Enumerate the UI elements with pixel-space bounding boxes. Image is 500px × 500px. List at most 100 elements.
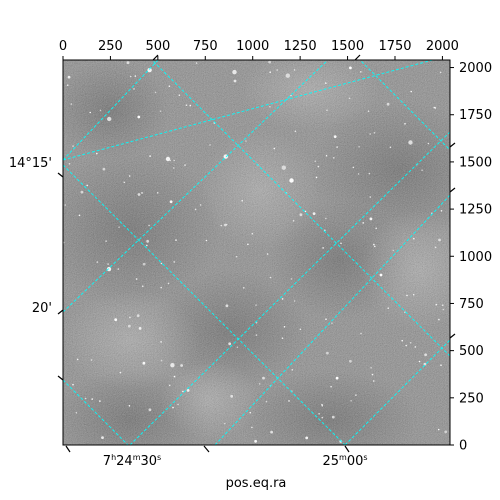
star [367, 110, 370, 112]
x-tick-label: 500 [145, 39, 170, 54]
star [362, 222, 365, 224]
world-axis-ticks [57, 54, 456, 453]
star [137, 193, 141, 196]
star [352, 166, 355, 169]
star [173, 167, 175, 169]
world-tick-mark [449, 187, 456, 193]
star [160, 341, 162, 343]
star [373, 132, 376, 134]
star [133, 88, 135, 90]
star [138, 327, 142, 330]
star [114, 318, 118, 322]
star [349, 359, 352, 363]
star [99, 109, 102, 112]
star [168, 85, 171, 87]
world-tick-mark [354, 54, 361, 61]
star [142, 262, 146, 266]
star [128, 175, 131, 177]
star [434, 246, 437, 249]
star [265, 400, 268, 403]
star [64, 204, 67, 206]
star [401, 339, 404, 342]
star [404, 311, 406, 314]
star [148, 224, 150, 227]
star [142, 285, 144, 288]
star [321, 405, 324, 407]
star [392, 249, 395, 252]
star [340, 242, 342, 245]
star [194, 208, 197, 211]
star [283, 326, 286, 328]
star [160, 286, 162, 289]
y-tick-label: 2000 [459, 61, 492, 76]
coordinate-grid [63, 60, 450, 445]
world-tick-mark [203, 445, 210, 453]
star [357, 173, 360, 175]
star [172, 406, 174, 409]
star [349, 66, 352, 70]
star [254, 439, 257, 443]
star [142, 361, 146, 365]
star [408, 140, 413, 145]
star [168, 384, 171, 387]
sky-image [63, 60, 450, 445]
star [290, 278, 293, 280]
star [178, 94, 181, 96]
world-tick-mark [65, 445, 71, 453]
star [370, 367, 372, 369]
y-tick-label: 1000 [459, 250, 492, 265]
star [149, 155, 151, 157]
star [360, 332, 362, 335]
star [336, 146, 338, 148]
star [119, 371, 122, 374]
grid-line [344, 339, 450, 445]
star [243, 287, 245, 289]
star [410, 90, 413, 93]
star [371, 373, 374, 376]
grid-line [63, 60, 435, 161]
star [136, 314, 140, 317]
star [169, 200, 173, 204]
star [427, 142, 430, 145]
star [442, 308, 445, 311]
star [373, 380, 375, 382]
star [101, 436, 104, 439]
star [285, 73, 290, 78]
star [331, 415, 335, 419]
star [360, 71, 362, 73]
star [355, 394, 357, 396]
ra-label-h: h [111, 453, 116, 462]
star [160, 359, 163, 362]
star [404, 123, 406, 125]
star [159, 110, 162, 112]
star [423, 362, 427, 366]
star [135, 278, 138, 280]
star [325, 82, 327, 84]
star [438, 238, 441, 242]
star [289, 178, 294, 183]
star [105, 240, 107, 242]
star [137, 115, 141, 119]
star [236, 346, 239, 349]
star [76, 358, 79, 361]
star [107, 116, 112, 122]
star [146, 239, 150, 243]
star [175, 239, 177, 241]
star [440, 210, 443, 212]
star [129, 316, 131, 319]
star [117, 268, 120, 270]
ra-label-s: s [363, 453, 367, 462]
star [269, 106, 271, 108]
world-tick-mark [344, 445, 350, 453]
star [67, 75, 71, 79]
star [294, 130, 297, 133]
star [147, 67, 152, 73]
star [374, 245, 376, 248]
ra-label-minutes: 24 [116, 454, 133, 469]
dec-tick-label: 14°15' [9, 156, 52, 171]
star [225, 223, 228, 226]
star [276, 69, 279, 71]
star [325, 318, 327, 321]
star [96, 152, 98, 155]
grid-line [129, 131, 450, 445]
